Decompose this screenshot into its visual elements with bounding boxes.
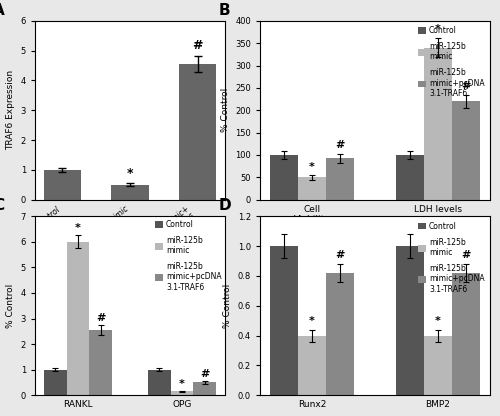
Text: *: * [179,379,185,389]
Bar [90,330,112,395]
Text: *: * [309,316,315,326]
Bar [298,177,326,200]
Text: #: # [461,81,470,91]
Y-axis label: TRAF6 Expression: TRAF6 Expression [6,70,15,150]
Bar [179,64,216,200]
Bar [326,158,353,200]
Text: *: * [309,161,315,171]
Bar [396,246,424,395]
Legend: Control, miR-125b
mimic, miR-125b
mimic+pcDNA
3.1-TRAF6: Control, miR-125b mimic, miR-125b mimic+… [154,218,223,293]
Bar [270,246,298,395]
Text: #: # [192,39,203,52]
Bar [66,242,90,395]
Text: C: C [0,198,4,213]
Bar [194,382,216,395]
Bar [44,170,81,200]
Bar [148,370,171,395]
Text: *: * [75,223,81,233]
Y-axis label: % Control: % Control [6,284,15,328]
Text: B: B [218,3,230,18]
Bar [170,391,194,395]
Bar [424,47,452,200]
Text: #: # [200,369,209,379]
Bar [396,155,424,200]
Y-axis label: % Control: % Control [223,284,232,328]
Bar [452,273,479,395]
Bar [44,370,66,395]
Text: *: * [435,24,441,34]
Bar [326,273,353,395]
Text: #: # [461,250,470,260]
Y-axis label: % Control: % Control [220,88,230,132]
Text: *: * [127,167,133,180]
Legend: Control, miR-125b
mimic, miR-125b
mimic+pcDNA
3.1-TRAF6: Control, miR-125b mimic, miR-125b mimic+… [417,220,486,295]
Bar [270,155,298,200]
Text: #: # [335,250,344,260]
Bar [424,336,452,395]
Text: #: # [335,140,344,150]
Bar [452,101,479,200]
Text: A: A [0,3,5,18]
Bar [298,336,326,395]
Text: *: * [435,316,441,326]
Bar [112,185,148,200]
Text: D: D [218,198,231,213]
Legend: Control, miR-125b
mimic, miR-125b
mimic+pcDNA
3.1-TRAF6: Control, miR-125b mimic, miR-125b mimic+… [417,25,486,99]
Text: #: # [96,313,106,323]
